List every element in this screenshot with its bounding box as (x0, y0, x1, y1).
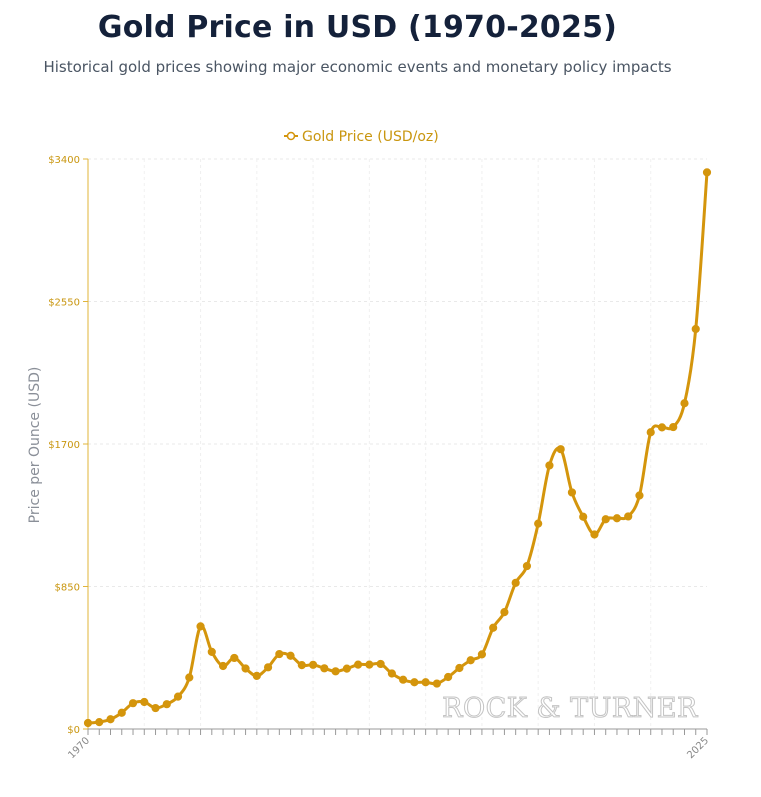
chart-subtitle: Historical gold prices showing major eco… (43, 58, 672, 76)
data-point[interactable] (95, 718, 104, 727)
data-point[interactable] (466, 656, 475, 665)
data-point[interactable] (286, 651, 295, 660)
data-point[interactable] (207, 647, 216, 656)
data-point[interactable] (444, 672, 453, 682)
data-point[interactable] (477, 650, 487, 659)
data-point[interactable] (218, 661, 228, 671)
data-point[interactable] (646, 428, 655, 437)
data-point[interactable] (275, 649, 284, 659)
data-point[interactable] (489, 623, 498, 632)
data-point[interactable] (702, 168, 712, 177)
data-point[interactable] (230, 653, 239, 663)
legend[interactable]: Gold Price (USD/oz) (284, 129, 439, 145)
data-point[interactable] (410, 678, 419, 687)
data-point[interactable] (624, 512, 633, 521)
data-point[interactable] (263, 663, 273, 672)
y-tick-label: $850 (55, 583, 80, 594)
y-tick-label: $3400 (48, 155, 80, 166)
data-point[interactable] (691, 324, 700, 334)
series-layer (83, 168, 712, 728)
data-point[interactable] (669, 422, 678, 432)
data-point[interactable] (545, 461, 554, 470)
data-point[interactable] (162, 700, 171, 709)
data-point[interactable] (252, 671, 261, 680)
y-tick-label: $1700 (48, 440, 80, 451)
data-point[interactable] (579, 512, 588, 521)
data-point[interactable] (151, 703, 160, 713)
data-point[interactable] (241, 664, 250, 673)
grid-lines (88, 158, 707, 729)
data-point[interactable] (83, 718, 93, 728)
legend-marker-icon (286, 131, 296, 141)
data-point[interactable] (635, 491, 644, 500)
data-point[interactable] (173, 692, 183, 701)
data-point[interactable] (455, 663, 464, 673)
data-point[interactable] (196, 622, 205, 631)
data-point[interactable] (680, 399, 689, 408)
y-tick-label: $2550 (48, 298, 80, 309)
x-tick-label: 2025 (685, 735, 711, 761)
data-point[interactable] (511, 578, 520, 587)
data-point[interactable] (354, 660, 363, 669)
data-point[interactable] (421, 678, 430, 687)
data-point[interactable] (140, 697, 149, 707)
data-point[interactable] (387, 669, 396, 678)
data-point[interactable] (106, 715, 115, 724)
data-point[interactable] (556, 445, 565, 454)
data-point[interactable] (500, 608, 509, 617)
chart-title: Gold Price in USD (1970-2025) (97, 10, 618, 45)
x-tick-label: 1970 (66, 735, 92, 761)
data-point[interactable] (342, 664, 351, 673)
watermark-logo: ROCK & TURNER (442, 693, 698, 724)
data-point[interactable] (657, 423, 667, 432)
data-point[interactable] (399, 675, 408, 684)
data-point[interactable] (128, 699, 138, 708)
data-point[interactable] (612, 514, 622, 523)
y-axis-label: Price per Ounce (USD) (27, 367, 43, 524)
data-point[interactable] (522, 561, 532, 571)
y-tick-label: $0 (67, 725, 80, 736)
data-point[interactable] (432, 679, 441, 688)
data-point[interactable] (308, 660, 318, 669)
data-point[interactable] (567, 488, 577, 497)
data-point[interactable] (590, 530, 599, 539)
data-point[interactable] (185, 673, 194, 682)
data-point[interactable] (331, 667, 340, 676)
data-point[interactable] (117, 708, 126, 717)
data-point[interactable] (376, 659, 385, 669)
axes: $0 $850 $1700 $2550 $3400 1970 2025 (48, 155, 711, 761)
data-point[interactable] (601, 515, 610, 524)
data-point[interactable] (320, 664, 329, 673)
legend-label[interactable]: Gold Price (USD/oz) (302, 129, 439, 145)
data-point[interactable] (297, 661, 306, 670)
data-point[interactable] (365, 660, 374, 669)
series-line-gold-price (87, 172, 709, 725)
data-point[interactable] (534, 519, 543, 528)
